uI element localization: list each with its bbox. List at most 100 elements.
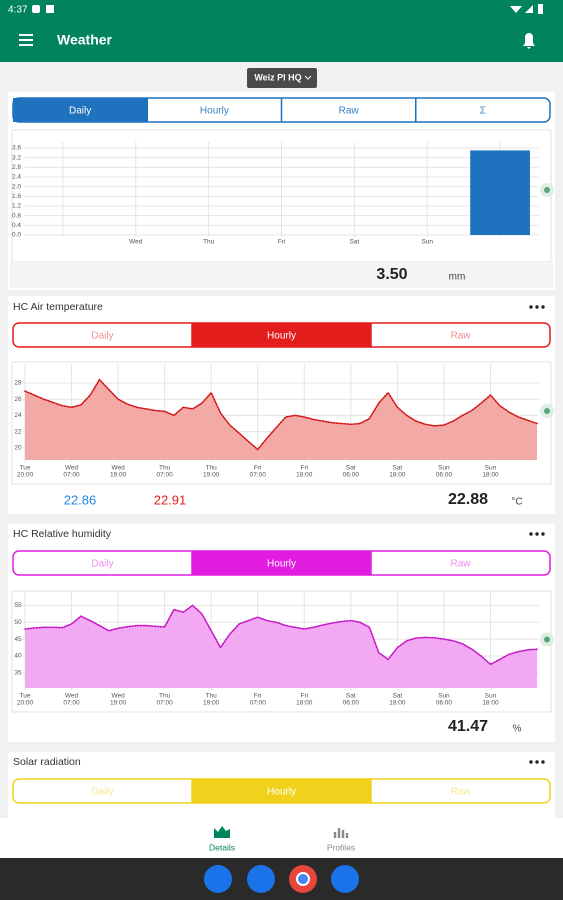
y-tick-label: 2.4 <box>12 174 21 181</box>
dock-messages[interactable] <box>247 865 275 893</box>
card-menu-dot[interactable] <box>541 532 545 536</box>
bar <box>470 150 530 235</box>
tab-label[interactable]: Raw <box>450 331 471 342</box>
x-tick-time: 06:00 <box>436 700 453 707</box>
x-tick-day: Sun <box>485 693 497 700</box>
x-tick-time: 06:00 <box>436 472 453 479</box>
x-tick-time: 19:00 <box>203 700 220 707</box>
unit: °C <box>511 497 522 508</box>
x-tick-time: 06:00 <box>343 700 360 707</box>
x-tick-day: Fri <box>254 693 262 700</box>
touch-hint-dot <box>544 636 550 643</box>
current-value: 41.47 <box>448 718 488 735</box>
notifications-button[interactable] <box>523 33 535 49</box>
y-tick-label: 24 <box>14 412 22 419</box>
x-tick-day: Sat <box>392 465 402 472</box>
tab-label[interactable]: Raw <box>339 106 360 117</box>
y-tick-label: 3.2 <box>12 154 21 161</box>
tab-label[interactable]: Daily <box>91 331 113 342</box>
x-tick-time: 18:00 <box>296 700 313 707</box>
dock-camera[interactable] <box>331 865 359 893</box>
x-tick-time: 06:00 <box>343 472 360 479</box>
card-menu-dot[interactable] <box>535 760 539 764</box>
menu-bar <box>19 39 33 41</box>
x-tick-day: Sat <box>346 693 356 700</box>
status-time: 4:37 <box>8 5 28 16</box>
nav-icon <box>214 826 230 838</box>
station-selector[interactable]: Weiz PI HQ <box>247 68 317 88</box>
card-menu-dot[interactable] <box>529 760 533 764</box>
unit: % <box>513 724 522 735</box>
x-tick-time: 19:00 <box>110 700 127 707</box>
touch-hint-dot <box>544 408 550 414</box>
tab-label[interactable]: Daily <box>91 787 113 798</box>
card-menu-dot[interactable] <box>535 305 539 309</box>
y-tick-label: 22 <box>14 428 22 435</box>
x-tick-time: 07:00 <box>63 472 80 479</box>
y-tick-label: 28 <box>14 380 22 387</box>
max-value: 22.91 <box>154 492 187 507</box>
y-tick-label: 40 <box>14 653 22 660</box>
y-tick-label: 45 <box>14 636 22 643</box>
signal-icon <box>525 5 533 13</box>
x-tick-day: Sun <box>485 465 497 472</box>
card-menu-dot[interactable] <box>529 305 533 309</box>
tab-label[interactable]: Daily <box>69 106 91 117</box>
x-tick-time: 20:00 <box>17 700 34 707</box>
reading-strip <box>10 262 553 288</box>
tab-label[interactable]: Hourly <box>200 106 229 117</box>
menu-button[interactable] <box>19 34 33 46</box>
x-tick-day: Fri <box>300 693 308 700</box>
station-name: Weiz PI HQ <box>254 72 301 82</box>
card-menu-dot[interactable] <box>541 305 545 309</box>
min-value: 22.86 <box>64 492 97 507</box>
y-tick-label: 1.6 <box>12 193 21 200</box>
x-tick-day: Wed <box>65 465 79 472</box>
dock-phone[interactable] <box>204 865 232 893</box>
menu-bar <box>19 34 33 36</box>
tab-label[interactable]: Hourly <box>267 787 296 798</box>
tab-label[interactable]: Hourly <box>267 331 296 342</box>
station-button <box>247 68 317 88</box>
x-tick-label: Thu <box>203 239 215 246</box>
tab-active <box>192 779 371 803</box>
tab-label[interactable]: Σ <box>480 106 486 117</box>
x-tick-day: Fri <box>254 465 262 472</box>
tab-label[interactable]: Hourly <box>267 559 296 570</box>
x-tick-time: 07:00 <box>156 700 173 707</box>
x-tick-day: Sun <box>438 465 450 472</box>
y-tick-label: 26 <box>14 396 22 403</box>
area <box>25 379 537 460</box>
nav-item[interactable]: Profiles <box>327 828 355 852</box>
system-nav <box>0 858 563 900</box>
line <box>24 604 538 666</box>
card-menu-dot[interactable] <box>535 532 539 536</box>
y-tick-label: 20 <box>14 445 22 452</box>
app-title: Weather <box>57 32 113 48</box>
nav-icon-bar <box>341 830 345 838</box>
tab-label[interactable]: Daily <box>91 559 113 570</box>
card-menu-dot[interactable] <box>541 760 545 764</box>
x-tick-time: 19:00 <box>110 472 127 479</box>
card-menu-dot[interactable] <box>529 532 533 536</box>
dropdown-arrow <box>304 75 312 80</box>
menu-bar <box>19 44 33 46</box>
x-tick-label: Sun <box>421 239 433 246</box>
nav-icon-bar <box>345 833 349 838</box>
x-tick-time: 19:00 <box>203 472 220 479</box>
x-tick-time: 18:00 <box>296 472 313 479</box>
y-tick-label: 2.0 <box>12 183 21 190</box>
x-tick-day: Thu <box>206 693 218 700</box>
y-tick-label: 0.4 <box>12 222 21 229</box>
tab-label[interactable]: Raw <box>450 559 471 570</box>
tab-label[interactable]: Raw <box>450 787 471 798</box>
nav-item[interactable]: Details <box>209 826 235 852</box>
card: HC Air temperature Daily Hourly Raw 20 22 24 26… <box>8 296 555 514</box>
x-tick-day: Tue <box>20 693 31 700</box>
nav-icon-bar <box>333 832 337 838</box>
y-tick-label: 35 <box>14 670 22 677</box>
status-icon <box>46 5 54 13</box>
tab-active <box>192 551 371 575</box>
